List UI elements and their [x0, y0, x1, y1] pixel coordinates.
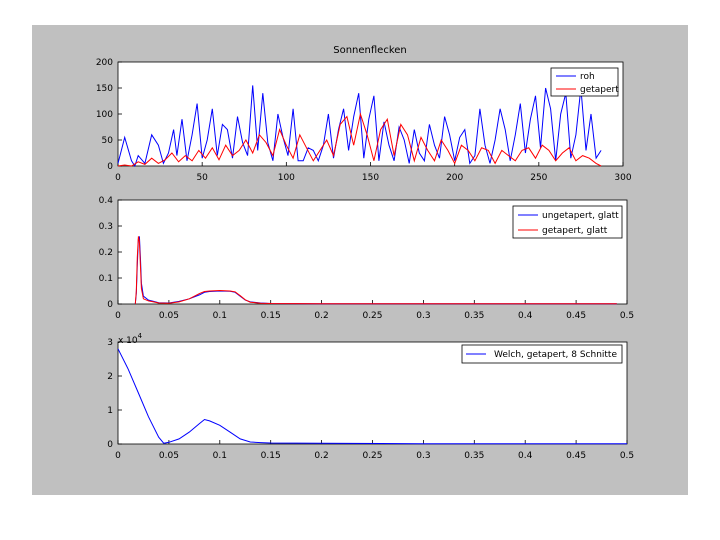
y-tick-label: 0.2: [99, 248, 113, 258]
legend-label-roh: roh: [580, 72, 595, 82]
axes-periodogram: 0 0.05 0.1 0.15 0.2 0.25 0.3 0.35 0.4 0.45 0.5 0 0.…: [99, 196, 634, 321]
series-line-getapert: [117, 112, 602, 167]
x-tick-label: 0: [115, 173, 121, 183]
x-tick-label: 0.05: [159, 451, 179, 461]
x-tick-label: 0: [115, 451, 121, 461]
y-tick-label: 0.3: [99, 222, 113, 232]
x-tick-label: 200: [446, 173, 463, 183]
x-tick-label: 0.2: [314, 311, 328, 321]
x-tick-label: 0.4: [518, 311, 533, 321]
y-tick-label: 200: [96, 58, 113, 68]
series-group: [117, 85, 602, 168]
x-tick-label: 0.35: [464, 311, 484, 321]
legend-label-getapert-glatt: getapert, glatt: [542, 226, 608, 236]
y-tick-label: 2: [107, 372, 113, 382]
legend: roh getapert: [550, 67, 619, 97]
x-tick-label: 0.15: [261, 451, 281, 461]
axes-welch: x 104 0 0.05 0.1 0.15 0.2 0.25 0.3 0.35 0.4 0.45 0…: [107, 332, 634, 461]
x-tick-label: 0.15: [261, 311, 281, 321]
x-tick-label: 300: [614, 173, 631, 183]
y-tick-label: 0: [107, 300, 113, 310]
x-tick-label: 100: [278, 173, 295, 183]
x-tick-label: 0.1: [213, 451, 227, 461]
x-tick-label: 250: [530, 173, 547, 183]
y-tick-label: 50: [102, 136, 114, 146]
x-tick-label: 150: [362, 173, 379, 183]
x-tick-label: 0.4: [518, 451, 533, 461]
x-ticks: 0 0.05 0.1 0.15 0.2 0.25 0.3 0.35 0.4 0.45 0.5: [115, 300, 634, 321]
series-group: [134, 236, 617, 305]
legend: Welch, getapert, 8 Schnitte: [461, 344, 623, 364]
series-line-getapert-glatt: [134, 236, 617, 305]
x-tick-label: 0.25: [362, 311, 382, 321]
x-ticks: 0 50 100 150 200 250 300: [115, 162, 632, 183]
legend: ungetapert, glatt getapert, glatt: [512, 205, 623, 239]
legend-box: [550, 67, 619, 97]
y-exponent-base: x 10: [118, 336, 138, 346]
x-tick-label: 0.45: [566, 311, 586, 321]
y-tick-label: 150: [96, 84, 113, 94]
x-tick-label: 0.2: [314, 451, 328, 461]
chart-title: Sonnenflecken: [333, 45, 407, 56]
legend-label-getapert: getapert: [580, 85, 619, 95]
x-tick-label: 0: [115, 311, 121, 321]
legend-box: [461, 344, 623, 364]
y-tick-label: 0: [107, 162, 113, 172]
legend-label-welch: Welch, getapert, 8 Schnitte: [494, 350, 617, 360]
y-exponent-label: x 104: [118, 332, 143, 346]
x-tick-label: 50: [196, 173, 208, 183]
y-tick-label: 0.1: [99, 274, 113, 284]
x-tick-label: 0.3: [416, 451, 430, 461]
x-tick-label: 0.3: [416, 311, 430, 321]
series-line-roh: [117, 85, 602, 168]
series-line-welch-getapert-8-schnitte: [117, 348, 627, 445]
x-tick-label: 0.45: [566, 451, 586, 461]
y-tick-label: 100: [96, 110, 113, 120]
legend-box: [512, 205, 623, 239]
series-group: [117, 348, 627, 445]
y-tick-label: 3: [107, 338, 113, 348]
plot-area: [117, 61, 624, 167]
x-tick-label: 0.5: [620, 311, 634, 321]
x-tick-label: 0.25: [362, 451, 382, 461]
y-tick-label: 0.4: [99, 196, 114, 206]
y-tick-label: 0: [107, 440, 113, 450]
x-tick-label: 0.05: [159, 311, 179, 321]
axes-sunspots: Sonnenflecken 0 50 100 150 200 250 300 0 50 100 1…: [96, 45, 632, 183]
y-tick-label: 1: [107, 406, 113, 416]
x-tick-label: 0.5: [620, 451, 634, 461]
legend-label-ungetapert: ungetapert, glatt: [542, 211, 619, 221]
x-tick-label: 0.35: [464, 451, 484, 461]
y-exponent-power: 4: [138, 332, 143, 340]
y-ticks: 0 0.1 0.2 0.3 0.4: [99, 196, 122, 310]
x-tick-label: 0.1: [213, 311, 227, 321]
y-ticks: 0 1 2 3: [107, 338, 122, 450]
